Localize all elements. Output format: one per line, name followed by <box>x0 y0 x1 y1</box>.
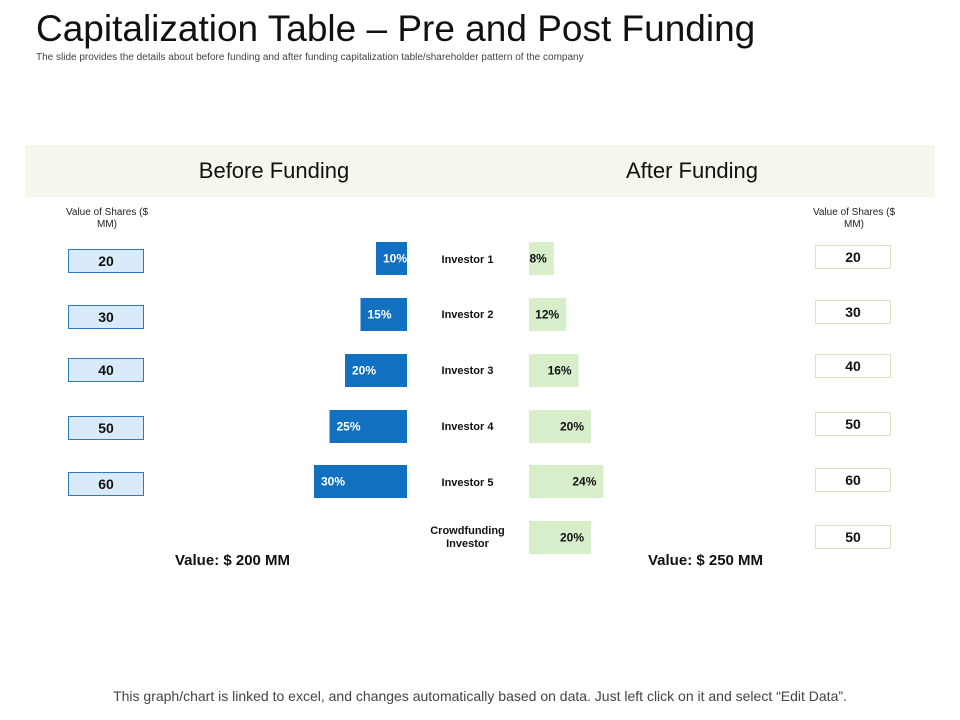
before-value-box: 40 <box>68 358 144 382</box>
page-title: Capitalization Table – Pre and Post Fund… <box>36 8 756 49</box>
after-bar-label: 24% <box>572 475 596 489</box>
after-funding-bar <box>529 354 579 387</box>
before-funding-bar <box>314 465 407 498</box>
before-bar-label: 20% <box>352 364 376 378</box>
after-funding-bar <box>529 410 591 443</box>
footer-note: This graph/chart is linked to excel, and… <box>113 688 847 704</box>
before-value-box: 20 <box>68 249 144 273</box>
after-total-value: Value: $ 250 MM <box>648 552 764 569</box>
after-value-box: 30 <box>815 300 891 324</box>
before-value-box: 50 <box>68 416 144 440</box>
investor-label: Investor 1 <box>441 254 494 266</box>
after-funding-heading: After Funding <box>625 158 759 183</box>
before-value-box: 60 <box>68 472 144 496</box>
investor-label: Investor 4 <box>441 421 494 433</box>
investor-label: Crowdfunding Investor <box>430 525 505 550</box>
before-funding-bar <box>345 354 407 387</box>
before-total-value: Value: $ 200 MM <box>175 552 291 569</box>
after-bar-label: 20% <box>560 531 584 545</box>
after-value-box: 60 <box>815 468 891 492</box>
investor-label: Investor 3 <box>441 365 494 377</box>
header-band <box>25 145 935 197</box>
before-bar-label: 25% <box>337 420 361 434</box>
before-funding-heading: Before Funding <box>198 158 350 183</box>
before-funding-bar <box>360 298 407 331</box>
after-bar-label: 16% <box>548 364 572 378</box>
before-funding-bar <box>376 242 407 275</box>
after-bar-label: 12% <box>535 308 559 322</box>
after-funding-bar <box>529 298 567 331</box>
after-funding-bar <box>529 242 554 275</box>
after-value-box: 40 <box>815 354 891 378</box>
after-value-box: 20 <box>815 245 891 269</box>
investor-label: Investor 5 <box>441 477 494 489</box>
before-value-box: 30 <box>68 305 144 329</box>
investor-label: Investor 2 <box>441 309 494 321</box>
after-value-column-label: Value of Shares ($ MM) <box>812 207 896 230</box>
after-value-box: 50 <box>815 412 891 436</box>
after-funding-bar <box>529 521 591 554</box>
after-funding-bar <box>529 465 604 498</box>
before-bar-label: 15% <box>368 308 392 322</box>
before-bar-label: 10% <box>383 252 407 266</box>
before-bar-label: 30% <box>321 475 345 489</box>
after-bar-label: 20% <box>560 420 584 434</box>
before-value-column-label: Value of Shares ($ MM) <box>65 207 149 230</box>
page-subtitle: The slide provides the details about bef… <box>36 52 584 63</box>
after-bar-label: 8% <box>529 252 547 266</box>
after-value-box: 50 <box>815 525 891 549</box>
before-funding-bar <box>329 410 407 443</box>
